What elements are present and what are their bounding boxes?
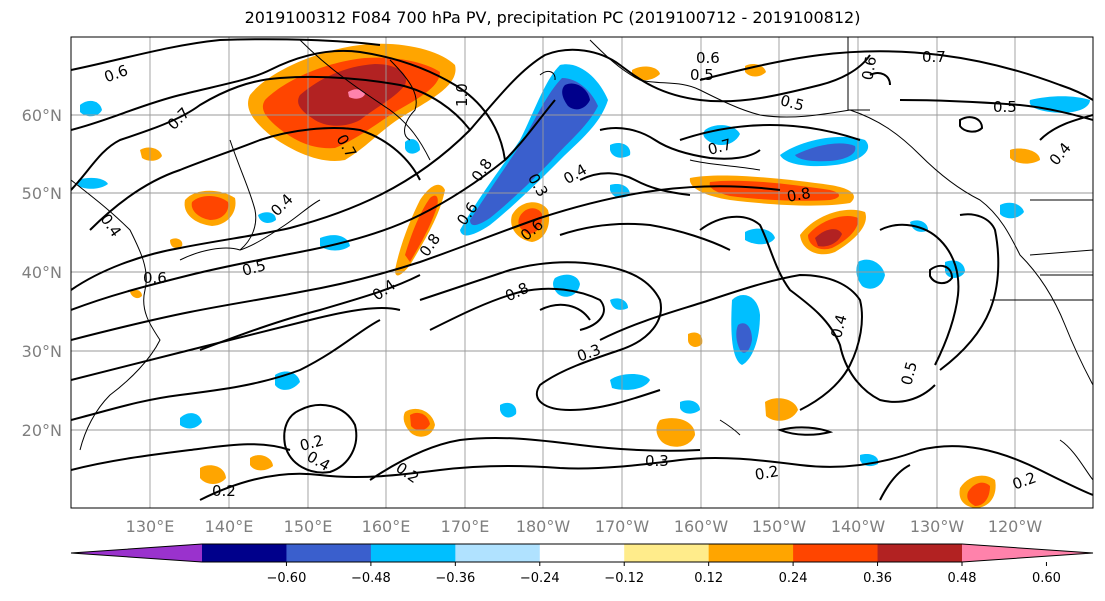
precip-blob — [680, 400, 700, 414]
lon-label: 130°E — [126, 517, 175, 536]
precip-blob — [736, 323, 752, 353]
latitude-labels: 60°N 50°N 40°N 30°N 20°N — [22, 106, 62, 440]
map-frame — [70, 36, 1094, 509]
colorbar-extend-high — [962, 544, 1093, 562]
contour-label: 0.6 — [143, 269, 167, 287]
contour-label: 0.5 — [778, 91, 806, 115]
pv-contours — [71, 38, 1093, 501]
contour-label: 0.5 — [690, 66, 714, 84]
colorbar-segment — [793, 544, 879, 562]
contour-label: 0.7 — [922, 48, 946, 66]
lon-label: 140°E — [205, 517, 254, 536]
colorbar-tick-label: 0.12 — [694, 571, 723, 586]
precip-blob — [348, 89, 365, 99]
precip-blob — [610, 184, 630, 198]
precip-blob — [703, 125, 740, 146]
precip-blob — [405, 139, 420, 154]
precip-blob — [258, 212, 276, 223]
precip-blob — [410, 412, 430, 431]
contour-label: 0.2 — [753, 462, 780, 484]
precip-blob — [250, 455, 273, 471]
colorbar-outline — [70, 543, 1094, 563]
precip-blob — [610, 298, 628, 310]
precip-blob — [795, 143, 856, 162]
lon-label: 150°W — [752, 517, 807, 536]
precip-blob — [180, 413, 202, 429]
lon-label: 160°E — [362, 517, 411, 536]
precip-blob — [130, 289, 142, 299]
colorbar-segment — [708, 544, 794, 562]
contour-label: 0.4 — [827, 312, 851, 340]
precip-blob — [688, 332, 703, 347]
precip-blob — [945, 260, 965, 278]
map-title: 2019100312 F084 700 hPa PV, precipitatio… — [244, 8, 861, 27]
precip-blob — [656, 418, 695, 447]
contour-label: 0.3 — [645, 452, 669, 470]
contour-label: 0.8 — [785, 184, 812, 206]
colorbar-segment — [624, 544, 710, 562]
contour-label: 0.7 — [706, 135, 734, 159]
contour-label: 0.2 — [298, 431, 326, 455]
precip-blob — [500, 402, 517, 418]
precip-blob — [1010, 148, 1040, 164]
lon-label: 140°W — [831, 517, 886, 536]
colorbar-tick-label: −0.12 — [604, 571, 644, 586]
precip-blob — [170, 238, 183, 248]
colorbar: −0.60 −0.48 −0.36 −0.24 −0.12 0.12 0.24 0.36 0.4… — [70, 543, 1094, 586]
colorbar-segment — [539, 544, 625, 562]
colorbar-segment — [877, 544, 963, 562]
contour-label: 0.5 — [993, 98, 1017, 116]
precip-blob — [815, 229, 842, 247]
precip-blob — [191, 196, 229, 220]
coastlines — [71, 37, 1093, 481]
colorbar-tick-label: −0.48 — [351, 571, 391, 586]
precip-blob — [610, 143, 631, 158]
precip-blob — [200, 465, 226, 484]
colorbar-tick-label: −0.24 — [520, 571, 560, 586]
colorbar-tick-label: −0.60 — [267, 571, 307, 586]
precip-blob — [80, 100, 102, 117]
precip-blob — [765, 398, 798, 421]
contour-label: 0.5 — [240, 256, 268, 280]
longitude-labels: 130°E 140°E 150°E 160°E 170°E 180°W 170°… — [126, 517, 1043, 536]
lat-label: 30°N — [22, 342, 62, 361]
colorbar-tick-label: 0.48 — [948, 571, 977, 586]
colorbar-tick-label: 0.24 — [779, 571, 808, 586]
lon-label: 130°W — [910, 517, 965, 536]
contour-label: 0.6 — [858, 55, 880, 82]
precip-blob — [632, 66, 660, 81]
colorbar-extend-low — [71, 544, 202, 562]
colorbar-tick-label: 0.60 — [1032, 571, 1061, 586]
contour-label: 1.0 — [453, 83, 471, 107]
contour-label: 0.5 — [897, 360, 921, 388]
precip-blob — [405, 195, 438, 262]
colorbar-segment — [286, 544, 372, 562]
precip-blob — [78, 177, 108, 189]
precip-blob — [967, 482, 990, 506]
lat-label: 40°N — [22, 263, 62, 282]
lat-label: 60°N — [22, 106, 62, 125]
contour-label: 0.6 — [696, 49, 720, 67]
lat-label: 50°N — [22, 184, 62, 203]
lon-label: 170°E — [441, 517, 490, 536]
precip-blob — [1000, 202, 1024, 219]
contour-label: 0.2 — [212, 482, 236, 500]
lon-label: 120°W — [988, 517, 1043, 536]
lon-label: 160°W — [674, 517, 729, 536]
precip-blob — [709, 180, 839, 201]
precip-blob — [856, 259, 885, 289]
colorbar-segment — [202, 544, 287, 562]
lon-label: 180°W — [516, 517, 571, 536]
precip-blob — [140, 147, 162, 161]
lon-label: 170°W — [595, 517, 650, 536]
colorbar-segment — [370, 544, 456, 562]
precip-blob — [610, 374, 650, 390]
lon-label: 150°E — [284, 517, 333, 536]
colorbar-tick-label: −0.36 — [435, 571, 475, 586]
colorbar-tick-label: 0.36 — [863, 571, 892, 586]
precip-blob — [562, 83, 590, 110]
colorbar-segment — [455, 544, 541, 562]
lat-label: 20°N — [22, 421, 62, 440]
